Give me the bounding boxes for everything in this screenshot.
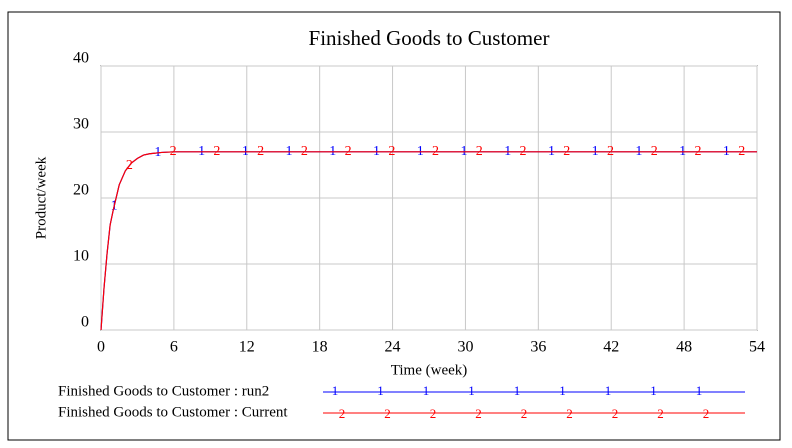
x-tick-label: 42 [603,339,619,356]
series-marker: 2 [301,144,308,159]
legend-marker: 1 [514,383,521,398]
y-tick-label: 20 [73,182,89,199]
x-tick-label: 54 [749,339,765,356]
legend-marker: 2 [566,406,573,421]
x-tick-label: 24 [385,339,401,356]
series-marker: 2 [388,144,395,159]
series-marker: 2 [432,144,439,159]
series-marker: 2 [345,144,352,159]
x-tick-label: 0 [97,339,105,356]
legend-marker: 2 [475,406,482,421]
y-axis-label: Product/week [33,156,49,239]
legend-marker: 1 [559,383,566,398]
x-tick-label: 48 [676,339,692,356]
x-tick-label: 18 [312,339,328,356]
legend-marker: 2 [430,406,437,421]
series-marker: 2 [563,144,570,159]
x-tick-label: 12 [239,339,255,356]
legend-marker: 1 [377,383,384,398]
series-marker: 2 [257,144,264,159]
legend-label: Finished Goods to Customer : run2 [58,383,269,399]
legend-marker: 2 [703,406,710,421]
x-tick-label: 36 [530,339,546,356]
series-marker: 2 [651,144,658,159]
legend-marker: 1 [696,383,703,398]
x-tick-label: 30 [457,339,473,356]
series-marker: 2 [607,144,614,159]
line [100,151,757,331]
line [100,151,757,331]
legend-marker: 1 [605,383,612,398]
legend-label: Finished Goods to Customer : Current [58,404,288,420]
legend-marker: 2 [657,406,664,421]
chart-title: Finished Goods to Customer [309,26,550,50]
series-marker: 2 [694,144,701,159]
y-tick-label: 30 [73,116,89,133]
legend-marker: 2 [384,406,391,421]
legend-marker: 1 [650,383,657,398]
x-axis-label: Time (week) [391,362,468,378]
legend-marker: 2 [339,406,346,421]
series-marker: 2 [520,144,527,159]
legend-marker: 1 [332,383,339,398]
legend-marker: 2 [521,406,528,421]
y-tick-label: 0 [81,314,89,331]
legend-marker: 2 [612,406,619,421]
series-marker: 2 [170,144,177,159]
x-tick-label: 6 [170,339,178,356]
series-marker: 2 [476,144,483,159]
series-marker: 2 [126,158,133,173]
legend-marker: 1 [468,383,475,398]
frame [7,11,781,441]
y-tick-label: 10 [73,248,89,265]
series-marker: 2 [213,144,220,159]
legend-marker: 1 [423,383,430,398]
series-marker: 2 [738,144,745,159]
y-tick-label: 40 [73,50,89,67]
